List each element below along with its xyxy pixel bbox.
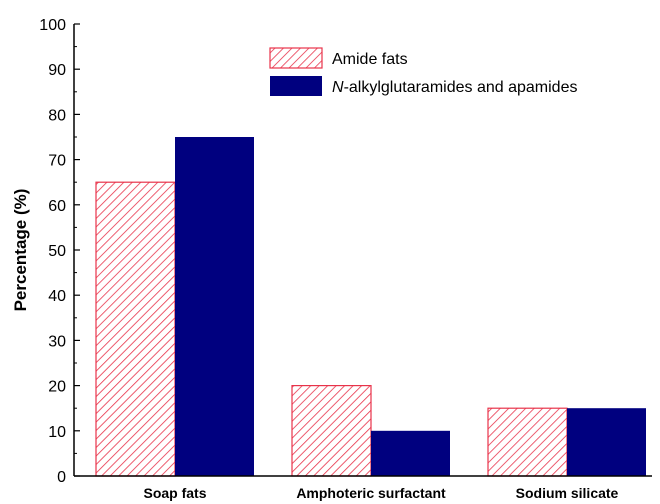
legend-label-italic-n: N <box>332 79 344 96</box>
y-tick-label: 60 <box>48 198 66 215</box>
y-tick-label: 70 <box>48 153 66 170</box>
bar-n-alkylglutaramides-1 <box>371 430 450 476</box>
y-axis-ticks: 0 10 20 30 40 50 60 70 80 90 100 <box>39 17 80 486</box>
y-tick-label: 50 <box>48 243 66 260</box>
bar-amide-fats-2 <box>487 407 568 477</box>
bar-amide-fats-0 <box>95 181 176 477</box>
legend-label-amide-fats: Amide fats <box>332 51 408 68</box>
y-axis-title: Percentage (%) <box>11 189 30 312</box>
y-tick-label: 90 <box>48 62 66 79</box>
legend: Amide fats N-alkylglutaramides and apami… <box>269 47 577 96</box>
y-tick-label: 20 <box>48 379 66 396</box>
x-tick-label: Sodium silicate <box>516 485 619 501</box>
x-tick-label: Amphoteric surfactant <box>296 485 446 501</box>
bar-n-alkylglutaramides-2 <box>567 408 646 476</box>
y-tick-label: 0 <box>57 469 66 486</box>
y-tick-label: 80 <box>48 107 66 124</box>
legend-swatch-n-alkylglutaramides <box>270 76 322 96</box>
legend-label-n-alkylglutaramides: N-alkylglutaramides and apamides <box>332 79 577 96</box>
legend-swatch-amide-fats <box>269 47 323 69</box>
bar-amide-fats-1 <box>291 385 372 477</box>
y-tick-label: 30 <box>48 333 66 350</box>
legend-label-rest: -alkylglutaramides and apamides <box>344 79 578 96</box>
y-tick-label: 10 <box>48 424 66 441</box>
x-tick-label: Soap fats <box>143 485 206 501</box>
y-tick-label: 100 <box>39 17 66 34</box>
bar-n-alkylglutaramides-0 <box>175 137 254 476</box>
bars <box>95 137 646 477</box>
x-axis-category-labels: Soap fats Amphoteric surfactant Sodium sil… <box>143 485 618 501</box>
y-tick-label: 40 <box>48 288 66 305</box>
